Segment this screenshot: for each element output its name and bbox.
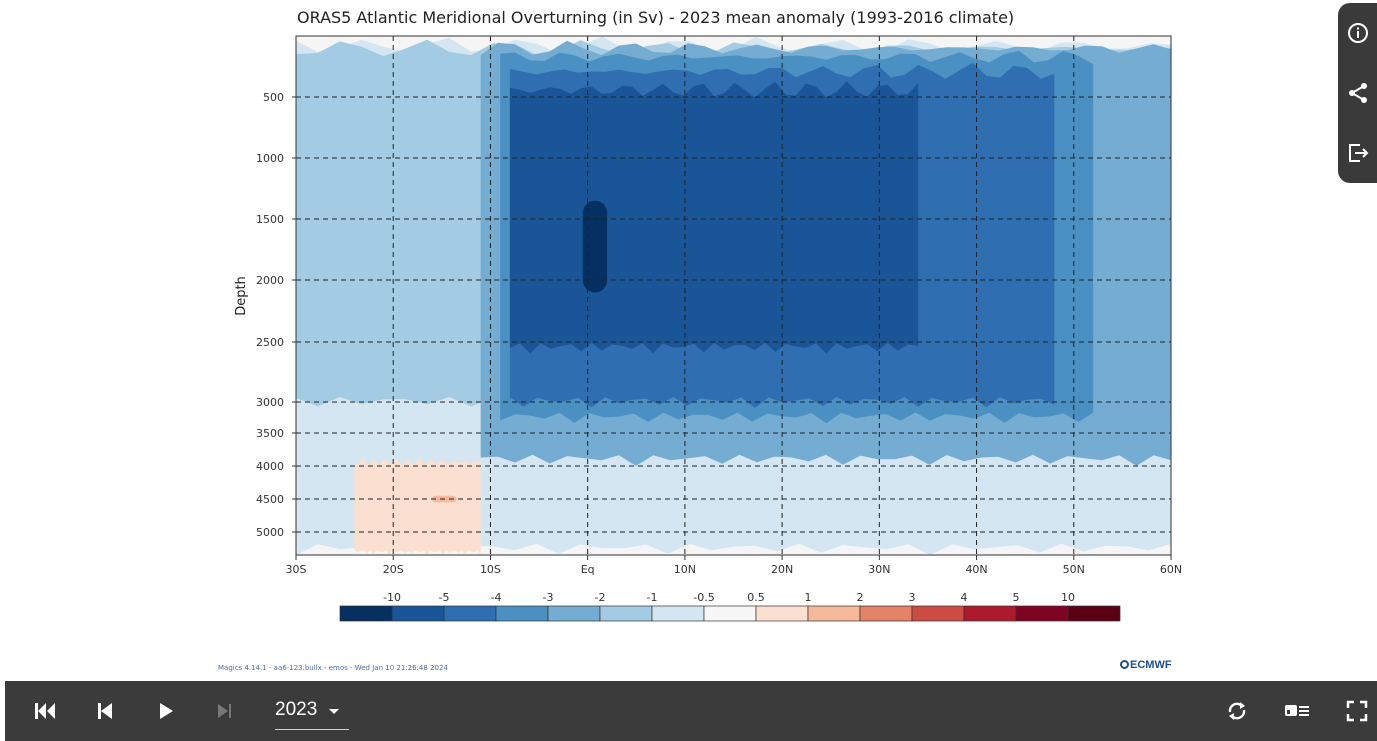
colorbar-swatch	[911, 605, 965, 622]
amoc-anomaly-chart: 30S 20S 10S Eq 10N 20N 30N 40N 50N 60N50010001500…	[234, 35, 1182, 622]
colorbar-swatch	[1067, 605, 1121, 622]
colorbar-label: 2	[857, 591, 864, 604]
share-icon	[1348, 83, 1367, 103]
y-axis-label: Depth	[234, 276, 249, 316]
colorbar-label: -3	[543, 591, 554, 604]
y-tick-label: 5000	[256, 526, 284, 539]
y-tick-label: 4500	[256, 493, 284, 506]
colorbar-swatch	[443, 605, 497, 622]
year-select-value: 2023	[275, 699, 318, 720]
contour-level-0p5	[354, 457, 481, 555]
x-tick-label: 10S	[480, 563, 501, 576]
x-tick-label: 10N	[674, 563, 696, 576]
export-icon	[1348, 144, 1368, 162]
plot-frame	[295, 35, 1172, 556]
first-frame-icon	[35, 703, 55, 719]
colorbar-swatch	[391, 605, 445, 622]
y-tick-label: 3500	[256, 427, 284, 440]
contour-level-minus5	[509, 81, 919, 354]
y-tick-label: 2500	[256, 336, 284, 349]
colorbar-swatch	[755, 605, 809, 622]
figure-area: ORAS5 Atlantic Meridional Overturning (i…	[218, 8, 1182, 672]
logo-text: ECMWF	[1130, 659, 1172, 671]
playback-controls: 2023	[5, 681, 1377, 741]
colorbar-label: 1	[805, 591, 812, 604]
grid-lines	[296, 36, 1171, 555]
chevron-down-icon	[329, 709, 339, 714]
play-icon	[160, 703, 173, 719]
play-button[interactable]	[150, 695, 182, 727]
colorbar-swatch	[807, 605, 861, 622]
colorbar-label: 5	[1013, 591, 1020, 604]
x-tick-label: 20S	[383, 563, 404, 576]
colorbar-swatch	[547, 605, 601, 622]
caption-button[interactable]	[1281, 695, 1313, 727]
loop-icon	[1228, 702, 1246, 720]
axes: 30S 20S 10S Eq 10N 20N 30N 40N 50N 60N 500 1000 1500…	[234, 35, 1182, 576]
colorbar-swatch	[339, 605, 393, 622]
colorbar-swatch	[703, 605, 757, 622]
export-button[interactable]	[1338, 133, 1377, 173]
colorbar-label: -2	[595, 591, 606, 604]
info-icon	[1347, 23, 1368, 43]
y-tick-label: 3000	[256, 396, 284, 409]
anomaly-contours	[296, 36, 1171, 555]
loop-button[interactable]	[1221, 695, 1253, 727]
colorbar-swatch	[1015, 605, 1069, 622]
previous-frame-button[interactable]	[89, 695, 121, 727]
share-button[interactable]	[1338, 73, 1377, 113]
side-toolbar	[1338, 3, 1377, 183]
magics-footer-note: Magics 4.14.1 - aa6-123.bullx - emos - W…	[218, 664, 448, 672]
x-tick-label: Eq	[581, 563, 595, 576]
colorbar-swatch	[599, 605, 653, 622]
first-frame-button[interactable]	[29, 695, 61, 727]
y-tick-label: 1500	[256, 213, 284, 226]
x-tick-label: 30N	[868, 563, 890, 576]
colorbar-label: 3	[909, 591, 916, 604]
colorbar-swatch	[859, 605, 913, 622]
y-tick-label: 500	[263, 91, 284, 104]
y-tick-label: 2000	[256, 274, 284, 287]
fullscreen-icon	[1346, 700, 1368, 722]
x-tick-label: 30S	[286, 563, 307, 576]
x-tick-label: 20N	[771, 563, 793, 576]
colorbar-label: -0.5	[693, 591, 714, 604]
next-frame-button[interactable]	[209, 695, 241, 727]
chart-title: ORAS5 Atlantic Meridional Overturning (i…	[297, 8, 1015, 27]
contour-level-minus10	[582, 200, 608, 293]
colorbar-label: 0.5	[747, 591, 765, 604]
colorbar-label: -10	[383, 591, 401, 604]
colorbar-label: -4	[491, 591, 502, 604]
x-tick-label: 60N	[1160, 563, 1182, 576]
year-select[interactable]: 2023	[275, 695, 349, 730]
colorbar-swatch	[963, 605, 1017, 622]
next-frame-icon	[218, 704, 231, 718]
caption-icon	[1285, 705, 1309, 716]
ecmwf-logo: ECMWF	[1120, 659, 1172, 671]
y-tick-label: 1000	[256, 152, 284, 165]
colorbar-label: -1	[647, 591, 658, 604]
colorbar-swatch	[651, 605, 705, 622]
colorbar-label: 10	[1061, 591, 1075, 604]
colorbar: -10 -5 -4 -3 -2 -1 -0.5 0.5 1 2 3 4 5 10	[339, 591, 1121, 622]
x-tick-label: 50N	[1063, 563, 1085, 576]
logo-mark-icon	[1120, 660, 1129, 669]
colorbar-label: -5	[439, 591, 450, 604]
x-tick-label: 40N	[965, 563, 987, 576]
fullscreen-button[interactable]	[1341, 695, 1373, 727]
previous-frame-icon	[98, 703, 112, 719]
colorbar-label: 4	[961, 591, 968, 604]
info-button[interactable]	[1338, 13, 1377, 53]
colorbar-swatch	[495, 605, 549, 622]
y-tick-label: 4000	[256, 460, 284, 473]
